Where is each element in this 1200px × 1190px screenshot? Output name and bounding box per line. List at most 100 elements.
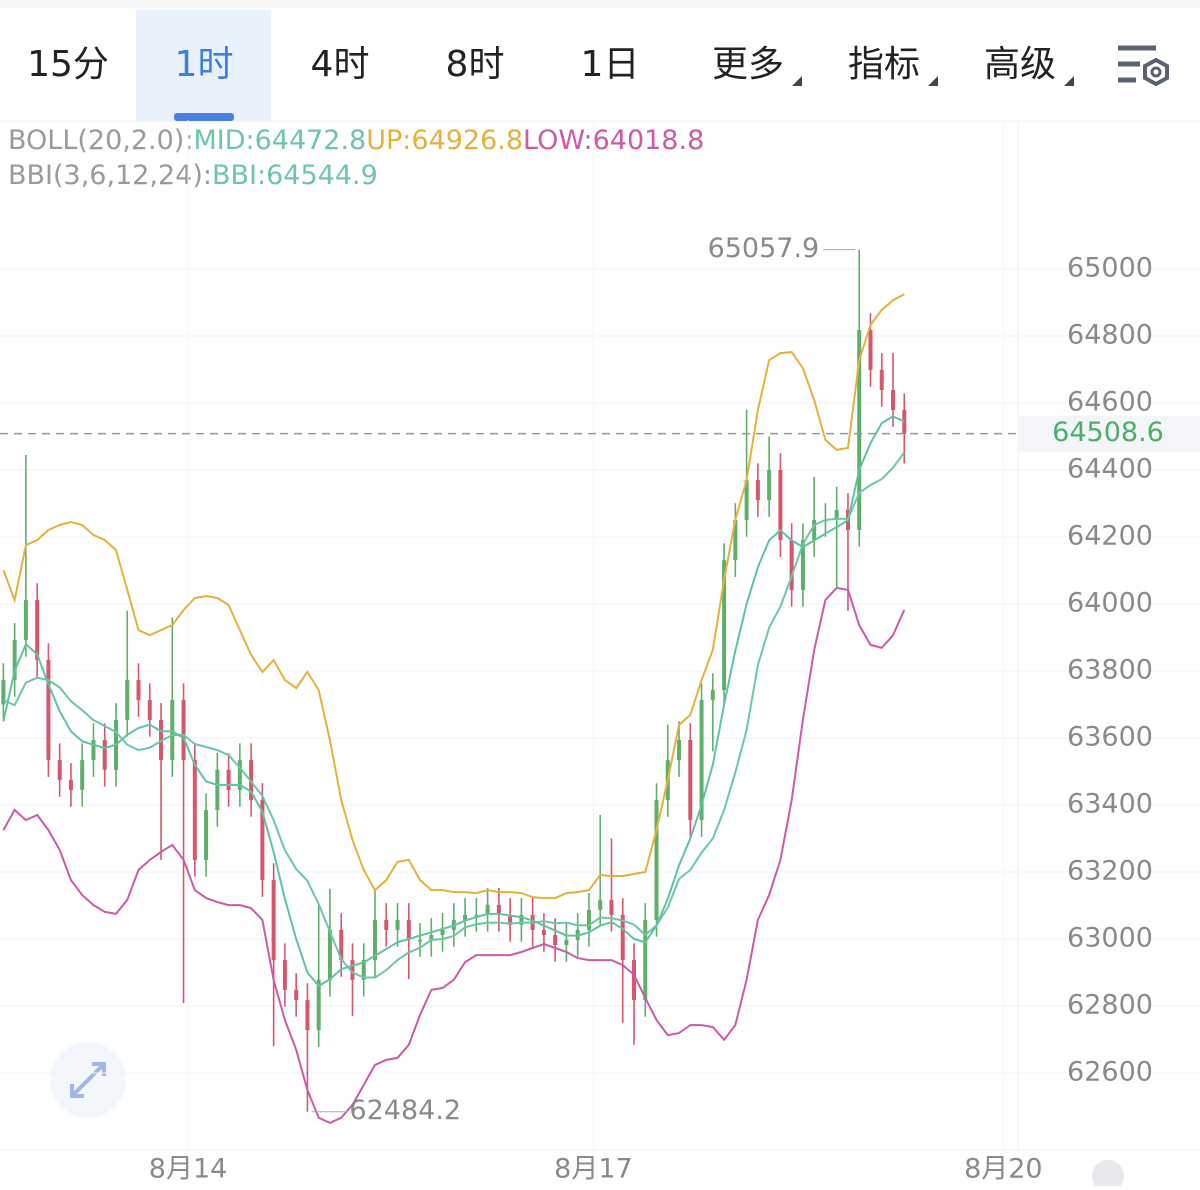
candle-body: [1, 680, 6, 705]
candle-body: [620, 914, 625, 961]
candle-body: [834, 509, 839, 520]
candle-body: [23, 599, 28, 640]
candle-body: [57, 760, 62, 780]
y-tick-label: 63400: [1067, 788, 1153, 819]
y-tick-label: 63000: [1067, 922, 1153, 953]
candle-body: [609, 899, 614, 915]
dropdown-arrow: [928, 76, 938, 86]
y-tick-label: 64200: [1067, 521, 1153, 552]
candle-body: [327, 929, 332, 980]
candle-body: [553, 934, 558, 946]
candle-body: [361, 960, 366, 980]
expand-button[interactable]: [50, 1042, 126, 1118]
candle-body: [868, 330, 873, 370]
y-tick-label: 64600: [1067, 387, 1153, 418]
indicator-line: BBI(3,6,12,24):BBI:64544.9: [8, 160, 378, 191]
candle-body: [271, 880, 276, 961]
candle-body: [643, 919, 648, 1000]
indicator-line: [2, 451, 906, 979]
candle-body: [654, 799, 659, 920]
candle-body: [508, 914, 513, 925]
candle-body: [12, 639, 17, 681]
tab[interactable]: 更多: [712, 44, 784, 85]
candle-body: [204, 810, 209, 860]
tab[interactable]: 15分: [27, 44, 109, 85]
candle-body: [80, 760, 85, 790]
indicator-value: MID:64472.8: [193, 125, 366, 156]
candle-body: [35, 599, 40, 660]
tab[interactable]: 1日: [581, 44, 640, 85]
candle-body: [733, 519, 738, 561]
candle-body: [294, 989, 299, 1000]
indicator-line: [2, 415, 905, 988]
y-tick-label: 65000: [1067, 253, 1153, 284]
logo-badge: [1092, 1160, 1124, 1190]
candle-body: [485, 904, 490, 915]
candle-body: [677, 740, 682, 761]
candle-body: [879, 369, 884, 390]
candle-body: [891, 389, 896, 411]
candle-body: [316, 979, 321, 1031]
x-tick-label: 8月14: [149, 1154, 228, 1185]
candle-body: [136, 680, 141, 701]
indicator-value: LOW:64018.8: [523, 125, 704, 156]
candle-body: [384, 919, 389, 930]
candle-body: [170, 700, 175, 761]
candle-body: [192, 760, 197, 860]
candle-body: [68, 779, 73, 790]
candle-body: [418, 939, 423, 942]
candle-body: [226, 769, 231, 790]
max-label: 65057.9: [708, 233, 820, 264]
tab[interactable]: 4时: [311, 44, 370, 85]
min-label: 62484.2: [349, 1095, 461, 1126]
candle-body: [125, 680, 130, 720]
indicator-value: BBI(3,6,12,24):: [8, 160, 212, 191]
y-tick-label: 62600: [1067, 1056, 1153, 1087]
tab-underline: [174, 113, 234, 121]
y-tick-label: 62800: [1067, 989, 1153, 1020]
candle-body: [91, 740, 96, 761]
tab-selected-bg: [136, 10, 271, 121]
candle-body: [147, 700, 152, 720]
candle-body: [406, 919, 411, 940]
y-tick-label: 64000: [1067, 588, 1153, 619]
indicator-value: BOLL(20,2.0):: [8, 125, 193, 156]
x-tick-label: 8月20: [964, 1154, 1043, 1185]
candle-body: [699, 700, 704, 821]
dropdown-arrow: [792, 76, 802, 86]
y-tick-label: 63800: [1067, 655, 1153, 686]
candle-body: [463, 914, 468, 920]
candle-body: [800, 540, 805, 590]
candle-body: [215, 769, 220, 811]
candle-body: [102, 740, 107, 770]
candle-body: [395, 919, 400, 930]
candle-body: [541, 929, 546, 935]
tab[interactable]: 高级: [984, 44, 1056, 85]
candle-body: [722, 560, 727, 691]
last-price-bg: [1018, 415, 1200, 452]
last-price-label: 64508.6: [1052, 417, 1164, 448]
settings-icon[interactable]: [1118, 45, 1169, 87]
dropdown-arrow: [1064, 76, 1074, 86]
candle-body: [440, 929, 445, 935]
candle-body: [778, 470, 783, 541]
indicator-line: [2, 586, 906, 1124]
candle-body: [496, 904, 501, 915]
candle-body: [474, 914, 479, 917]
candle-body: [339, 929, 344, 961]
candle-body: [631, 960, 636, 1000]
y-tick-label: 64400: [1067, 454, 1153, 485]
candle-body: [812, 519, 817, 541]
candle-body: [46, 659, 51, 761]
indicator-value: UP:64926.8: [366, 125, 523, 156]
candle-body: [519, 914, 524, 925]
tab[interactable]: 1时: [175, 44, 234, 85]
candle-body: [429, 934, 434, 940]
candle-body: [181, 700, 186, 761]
candle-body: [755, 480, 760, 501]
tab[interactable]: 指标: [848, 44, 920, 85]
candle-body: [857, 330, 862, 530]
tab[interactable]: 8时: [446, 44, 505, 85]
